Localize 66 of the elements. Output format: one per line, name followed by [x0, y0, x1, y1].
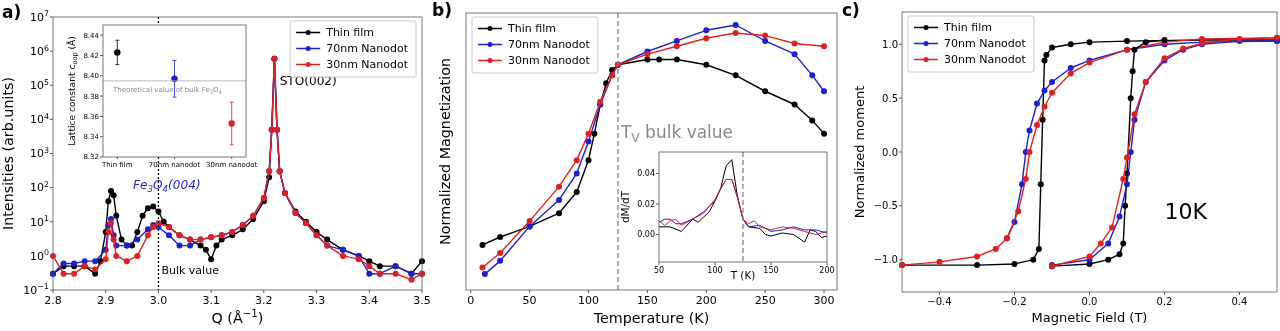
y-tick-label: 10$^{5}$	[29, 77, 49, 93]
x-tick-label: 2.8	[44, 294, 62, 307]
y-tick-label: 0.5	[882, 92, 898, 104]
legend-label: 70nm Nanodot	[508, 38, 591, 52]
ref-line-label: Bulk value	[161, 264, 220, 277]
y-tick-label: 0.0	[882, 146, 898, 158]
x-tick-label: 3.0	[149, 294, 168, 307]
x-tick-label: 0.2	[1156, 296, 1173, 307]
y-tick-label: 10$^{7}$	[29, 9, 49, 24]
x-tick-label: 2.9	[96, 294, 115, 307]
x-tick-label: 3.5	[413, 294, 431, 307]
x-axis-title: T (K)	[729, 268, 756, 281]
x-tick-label: 150	[636, 294, 658, 307]
legend-label: 70nm Nanodot	[326, 42, 409, 56]
y-tick-label: 10$^{6}$	[29, 43, 49, 58]
x-tick-label: −0.2	[1002, 296, 1027, 307]
y-tick-label: 10$^{2}$	[29, 180, 49, 195]
legend-label: 30nm Nanodot	[508, 54, 591, 68]
y-tick-label: 10$^{1}$	[29, 214, 49, 229]
chart-title: a)	[2, 2, 22, 22]
chart-title: b)	[432, 0, 452, 20]
y-axis-title: dM/dT	[619, 190, 631, 224]
y-axis-title: Normalized moment	[852, 85, 867, 219]
x-tick-label: 50	[522, 294, 537, 307]
x-tick-label: −0.4	[927, 296, 952, 307]
x-tick-label: 200	[695, 294, 717, 307]
x-axis-title: Q (Å$^{−1}$)	[211, 306, 264, 326]
chart-title: c)	[842, 0, 860, 20]
y-tick-label: 1.0	[882, 38, 898, 50]
ref-line-label: T$_{V}$ bulk value	[619, 121, 734, 145]
y-axis-title: Normalized Magnetization	[437, 58, 453, 245]
x-tick-label: 0.4	[1231, 296, 1248, 307]
annotation: Fe$_{3}$O$_{4}$(004)	[133, 177, 201, 195]
x-tick-label: 0	[467, 294, 475, 307]
y-tick-label: −1.0	[873, 254, 898, 266]
y-tick-label: 10$^{0}$	[29, 248, 49, 263]
legend-label: 30nm Nanodot	[944, 53, 1027, 67]
x-tick-label: 0.0	[1081, 296, 1098, 307]
x-tick-label: 3.4	[360, 294, 379, 307]
y-tick-label: 10$^{4}$	[29, 111, 49, 127]
x-tick-label: 200	[819, 266, 835, 275]
x-axis-title: Magnetic Field (T)	[1031, 310, 1148, 325]
annotation: STO(002)	[279, 74, 337, 89]
annotation: 10K	[1164, 199, 1208, 225]
x-tick-label: 250	[754, 294, 776, 307]
x-tick-label: 150	[763, 266, 779, 275]
legend-label: 30nm Nanodot	[326, 58, 409, 72]
x-tick-label: 3.1	[202, 294, 220, 307]
x-tick-label: 100	[707, 266, 723, 275]
x-tick-label: 300	[813, 294, 835, 307]
legend-label: Thin film	[507, 22, 556, 36]
y-tick-label: −0.5	[873, 200, 898, 212]
y-tick-label: 10$^{3}$	[29, 145, 49, 161]
x-tick-label: 3.2	[255, 294, 273, 307]
y-tick-label: 0.00	[637, 230, 655, 240]
y-tick-label: 10$^{−1}$	[23, 282, 49, 297]
x-tick-label: 3.3	[307, 294, 326, 307]
x-tick-label: 100	[577, 294, 599, 307]
legend-label: Thin film	[943, 21, 992, 35]
y-tick-label: 0.02	[637, 199, 655, 209]
x-axis-title: Temperature (K)	[592, 309, 710, 326]
legend-label: 70nm Nanodot	[944, 37, 1027, 51]
x-tick-label: 50	[653, 266, 665, 275]
y-tick-label: 0.04	[637, 169, 655, 179]
y-axis-title: Intensities (arb.units)	[0, 76, 16, 231]
legend-label: Thin film	[325, 26, 375, 40]
